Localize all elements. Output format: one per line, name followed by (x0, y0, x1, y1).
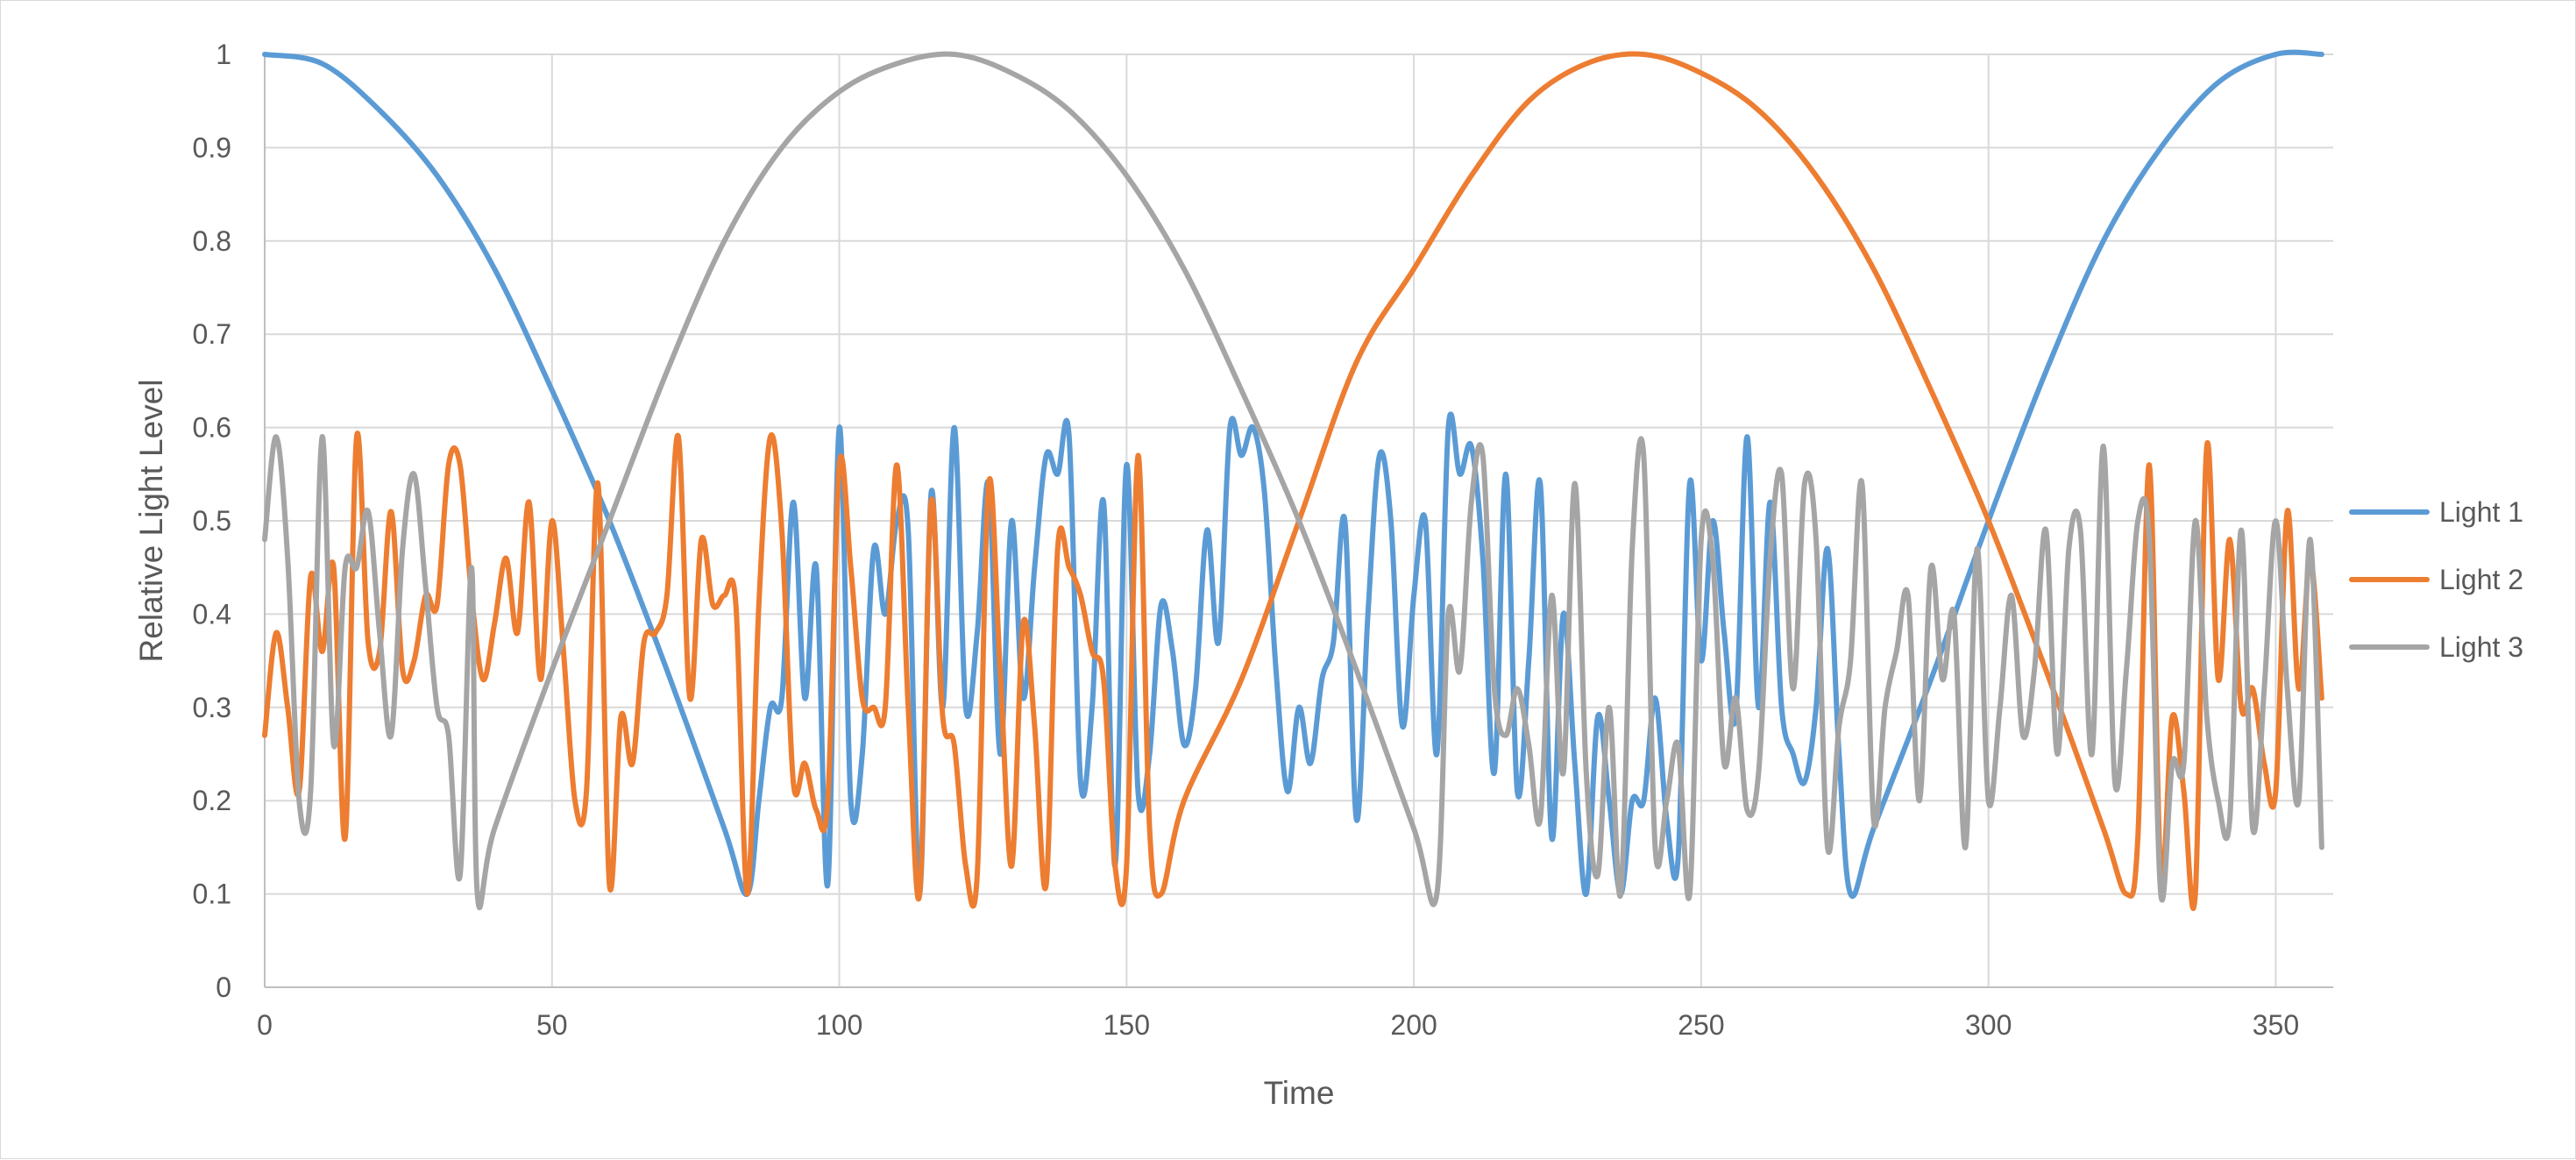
y-axis-title: Relative Light Level (133, 380, 169, 663)
x-tick-label: 300 (1965, 1009, 2012, 1041)
x-tick-label: 150 (1103, 1009, 1150, 1041)
y-tick-label: 0.1 (193, 879, 231, 910)
y-tick-label: 0 (216, 971, 231, 1003)
tick-labels: 0 0.1 0.2 0.3 0.4 0.5 0.6 0.7 0.8 0.9 1 0 50 100 150 20… (193, 39, 2300, 1041)
series-line-light-2 (262, 51, 2324, 912)
y-tick-label: 0.8 (193, 225, 231, 257)
x-tick-label: 50 (536, 1009, 568, 1041)
x-tick-label: 100 (816, 1009, 862, 1041)
x-tick-label: 250 (1678, 1009, 1724, 1041)
x-tick-label: 200 (1390, 1009, 1437, 1041)
y-tick-label: 0.5 (193, 505, 231, 537)
y-tick-label: 0.2 (193, 785, 231, 816)
y-tick-label: 0.4 (193, 598, 231, 630)
y-tick-label: 0.7 (193, 318, 231, 350)
series-line-light-3 (262, 51, 2324, 911)
y-tick-label: 0.6 (193, 412, 231, 444)
series-lines (262, 49, 2324, 912)
x-tick-label: 350 (2253, 1009, 2299, 1041)
y-tick-label: 0.3 (193, 692, 231, 723)
y-tick-label: 0.9 (193, 132, 231, 163)
legend-label-light-3: Light 3 (2439, 631, 2523, 663)
x-axis-title: Time (1264, 1075, 1335, 1111)
legend: Light 1 Light 2 Light 3 (2349, 496, 2523, 663)
legend-label-light-2: Light 2 (2439, 564, 2523, 595)
legend-label-light-1: Light 1 (2439, 496, 2523, 528)
x-tick-label: 0 (257, 1009, 273, 1041)
series-line-light-1 (262, 49, 2324, 899)
y-tick-label: 1 (216, 39, 231, 70)
